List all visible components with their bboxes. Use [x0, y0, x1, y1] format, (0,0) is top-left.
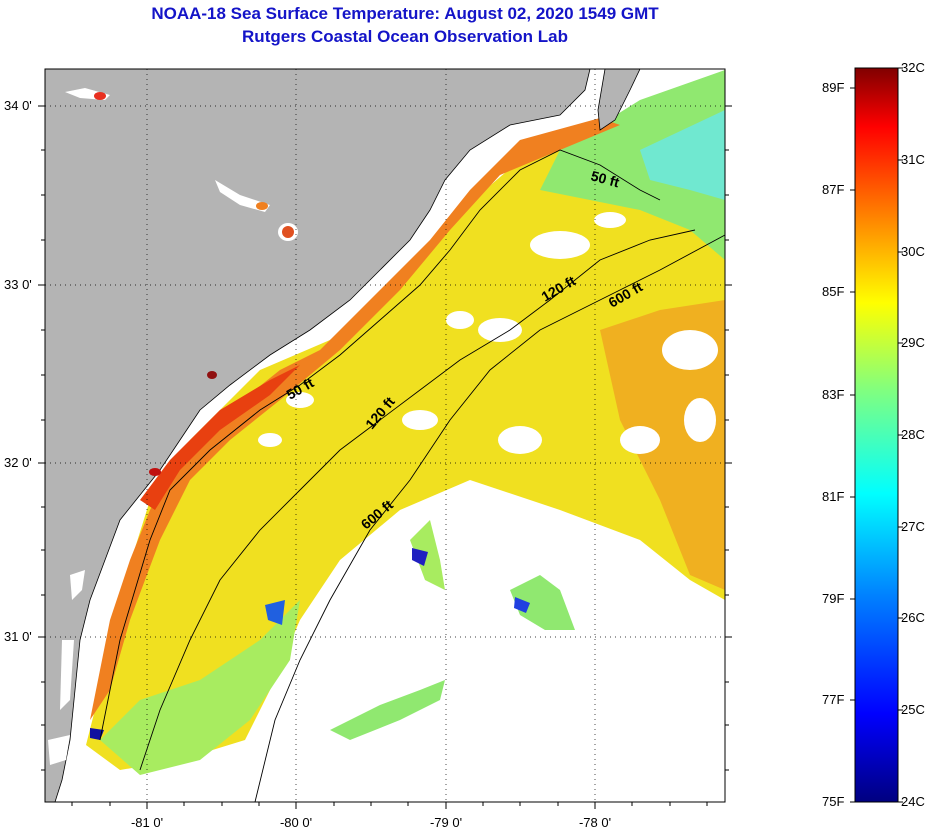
colorbar-f-label: 85F [822, 284, 845, 299]
map-border [44, 68, 726, 803]
lon-label-79: -79 0' [429, 815, 463, 830]
sst-patch-3 [410, 520, 445, 590]
map-subtitle: Rutgers Coastal Ocean Observation Lab [242, 27, 568, 46]
colorbar-ticks [850, 67, 903, 803]
colorbar-f-label: 87F [822, 182, 845, 197]
lon-label-80: -80 0' [279, 815, 313, 830]
axis-ticks [38, 105, 732, 809]
inland-water [48, 88, 298, 765]
colorbar-c-label: 32C [901, 60, 925, 75]
land-northeast [597, 69, 641, 131]
colorbar-c-label: 30C [901, 244, 925, 259]
lat-label-32: 32 0' [4, 455, 32, 470]
colorbar-f-label: 81F [822, 489, 845, 504]
sst-nearshore-red [140, 365, 300, 510]
contour-120ft [139, 229, 696, 771]
colorbar-c-label: 27C [901, 519, 925, 534]
colorbar-c-label: 31C [901, 152, 925, 167]
inland-warm-water [94, 92, 294, 476]
colorbar-c-label: 24C [901, 794, 925, 809]
colorbar-f-label: 83F [822, 387, 845, 402]
bathymetry-contours [99, 149, 725, 802]
contour-label-50ft-north: 50 ft [589, 167, 621, 190]
contour-50ft [99, 149, 661, 741]
land-mass [45, 69, 591, 802]
colorbar [854, 67, 899, 803]
sst-swath-cyan [640, 110, 725, 200]
colorbar-c-label: 25C [901, 702, 925, 717]
sst-patch-blue-4 [265, 600, 285, 625]
map-title: NOAA-18 Sea Surface Temperature: August … [151, 4, 659, 23]
contour-600ft [254, 234, 725, 802]
colorbar-f-label: 77F [822, 692, 845, 707]
cloud-gaps [258, 212, 718, 454]
lat-label-31: 31 0' [4, 629, 32, 644]
lon-label-78: -78 0' [578, 815, 612, 830]
lat-label-34: 34 0' [4, 98, 32, 113]
sst-patch-blue-2 [514, 597, 530, 613]
colorbar-c-label: 28C [901, 427, 925, 442]
sst-swath-green-north [540, 70, 725, 260]
colorbar-f-label: 79F [822, 591, 845, 606]
colorbar-f-label: 89F [822, 80, 845, 95]
sst-swath-green-south [100, 600, 300, 775]
colorbar-c-label: 26C [901, 610, 925, 625]
lon-label-81: -81 0' [130, 815, 164, 830]
lat-label-33: 33 0' [4, 277, 32, 292]
graticule [45, 69, 725, 802]
sst-patch-2 [510, 575, 575, 630]
sst-offshore-orange [600, 300, 725, 590]
colorbar-c-label: 29C [901, 335, 925, 350]
sst-patch-blue-1 [412, 548, 428, 566]
colorbar-f-label: 75F [822, 794, 845, 809]
sst-patch-1 [330, 680, 445, 740]
